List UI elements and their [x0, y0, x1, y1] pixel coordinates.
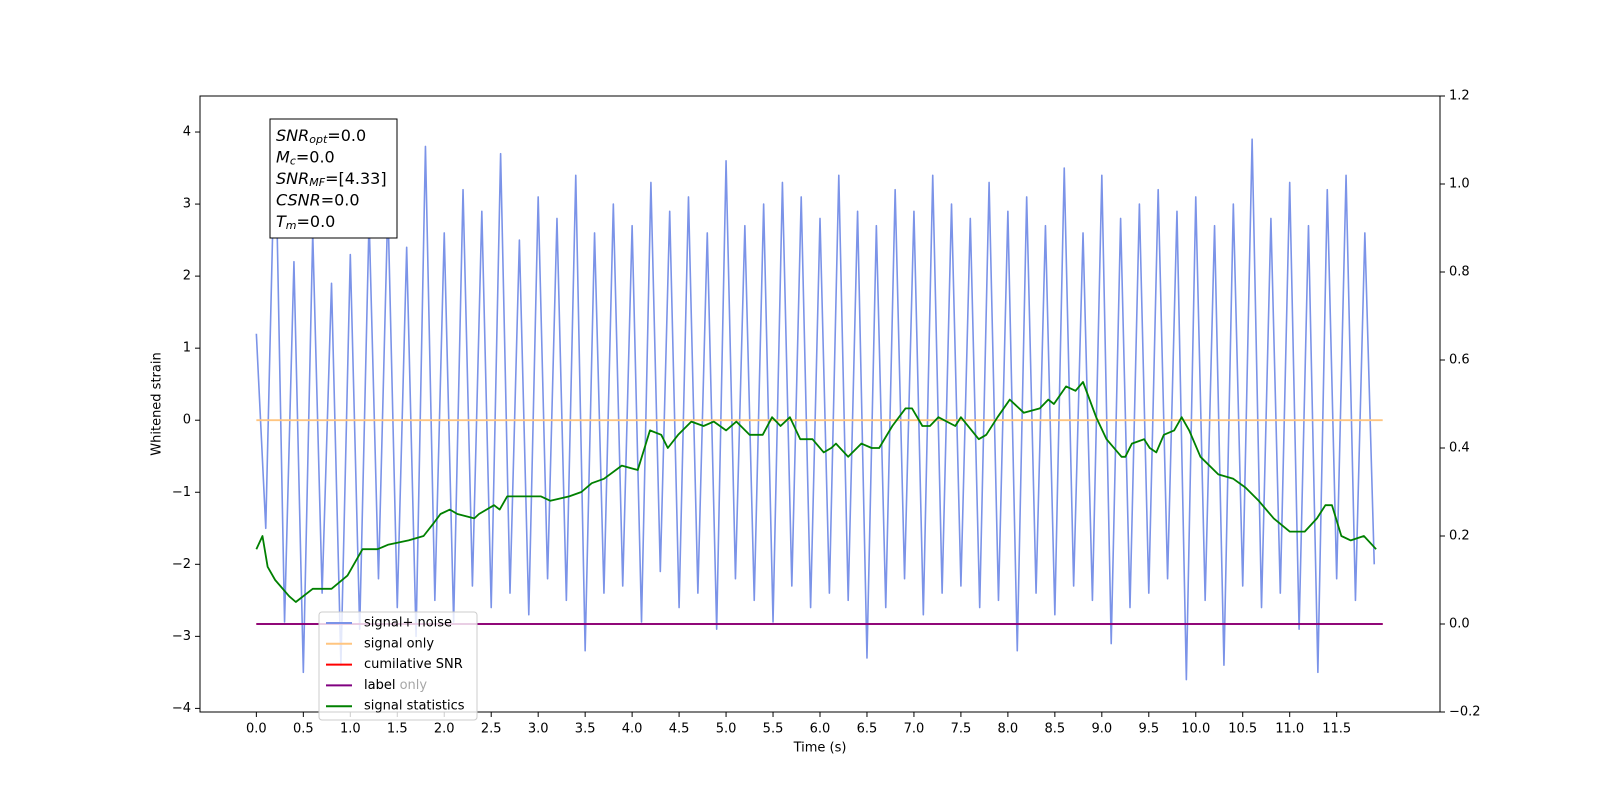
annotation-value: =0.0 — [297, 212, 336, 231]
annotation-subscript: opt — [309, 133, 328, 146]
x-tick-label: 4.0 — [622, 722, 643, 737]
annotation-symbol: SNR — [276, 126, 309, 145]
y2-tick-label: 0.0 — [1449, 617, 1470, 632]
y2-tick-label: 0.8 — [1449, 265, 1470, 280]
series-line — [255, 381, 1377, 603]
y-tick-label: 1 — [183, 341, 191, 356]
annotation-subscript: c — [290, 155, 296, 168]
x-tick-label: 7.0 — [904, 722, 925, 737]
y-tick-label: 4 — [183, 125, 191, 140]
y-tick-label: 2 — [183, 269, 191, 284]
x-tick-label: 6.5 — [857, 722, 878, 737]
x-tick-label: 11.0 — [1275, 722, 1304, 737]
annotation-symbol: SNR — [276, 169, 309, 188]
x-tick-label: 2.5 — [481, 722, 502, 737]
x-tick-label: 8.0 — [998, 722, 1019, 737]
x-axis-label: Time (s) — [793, 741, 847, 756]
x-tick-label: 0.0 — [246, 722, 267, 737]
y-tick-label: −1 — [172, 485, 191, 500]
y-tick-label: 3 — [183, 197, 191, 212]
annotation-value: =[4.33] — [325, 169, 387, 188]
legend-label: signal statistics — [364, 699, 465, 714]
annotation-value: =0.0 — [321, 190, 360, 209]
y-axis-label: Whitened strain — [150, 352, 165, 455]
annotation-subscript: MF — [309, 176, 325, 189]
annotation-symbol: T — [276, 212, 287, 231]
x-tick-label: 9.0 — [1091, 722, 1112, 737]
annotation-line: SNRopt=0.0 — [276, 126, 366, 147]
annotation-line: Mc=0.0 — [276, 147, 335, 168]
annotation-symbol: M — [276, 147, 290, 166]
plot-frame — [199, 95, 1441, 713]
y2-tick-label: 0.2 — [1449, 529, 1470, 544]
x-tick-label: 3.0 — [528, 722, 549, 737]
legend-ghost-text: label only — [364, 678, 427, 693]
x-tick-label: 1.5 — [387, 722, 408, 737]
y2-tick-label: −0.2 — [1449, 705, 1481, 720]
x-tick-label: 5.0 — [716, 722, 737, 737]
series-line — [255, 124, 1376, 681]
x-tick-label: 9.5 — [1138, 722, 1159, 737]
x-tick-label: 11.5 — [1322, 722, 1351, 737]
legend: signal+ noise signal only cumilative SNR la… — [318, 611, 478, 721]
y2-tick-label: 0.6 — [1449, 353, 1470, 368]
annotation-subscript: m — [286, 219, 297, 232]
y2-tick-label: 0.4 — [1449, 441, 1470, 456]
y-tick-label: −2 — [172, 557, 191, 572]
legend-frame — [318, 611, 478, 721]
legend-label: signal+ noise — [364, 616, 452, 631]
x-tick-label: 1.0 — [340, 722, 361, 737]
x-tick-label: 0.5 — [293, 722, 314, 737]
legend-label: label — [364, 678, 395, 693]
x-tick-label: 7.5 — [951, 722, 972, 737]
x-tick-label: 8.5 — [1045, 722, 1066, 737]
x-tick-label: 5.5 — [763, 722, 784, 737]
y2-tick-label: 1.0 — [1449, 177, 1470, 192]
y-tick-label: −3 — [172, 629, 191, 644]
annotation-symbol: CSNR — [276, 190, 321, 209]
annotation-frame — [269, 118, 398, 239]
y-tick-label: −4 — [172, 701, 191, 716]
x-tick-label: 3.5 — [575, 722, 596, 737]
legend-label: signal only — [364, 636, 434, 651]
y2-tick-label: 1.2 — [1449, 89, 1470, 104]
annotation-line: CSNR=0.0 — [276, 190, 360, 209]
annotation-value: =0.0 — [327, 126, 366, 145]
x-tick-label: 2.0 — [434, 722, 455, 737]
x-tick-label: 6.0 — [810, 722, 831, 737]
annotation-value: =0.0 — [296, 147, 335, 166]
annotation-box: SNRopt=0.0Mc=0.0SNRMF=[4.33]CSNR=0.0Tm=0… — [269, 118, 398, 239]
annotation-line: Tm=0.0 — [276, 212, 335, 233]
legend-label: cumilative SNR — [364, 657, 463, 672]
annotation-line: SNRMF=[4.33] — [276, 169, 387, 190]
x-tick-label: 4.5 — [669, 722, 690, 737]
x-tick-label: 10.5 — [1228, 722, 1257, 737]
y-tick-label: 0 — [183, 413, 191, 428]
x-tick-label: 10.0 — [1181, 722, 1210, 737]
